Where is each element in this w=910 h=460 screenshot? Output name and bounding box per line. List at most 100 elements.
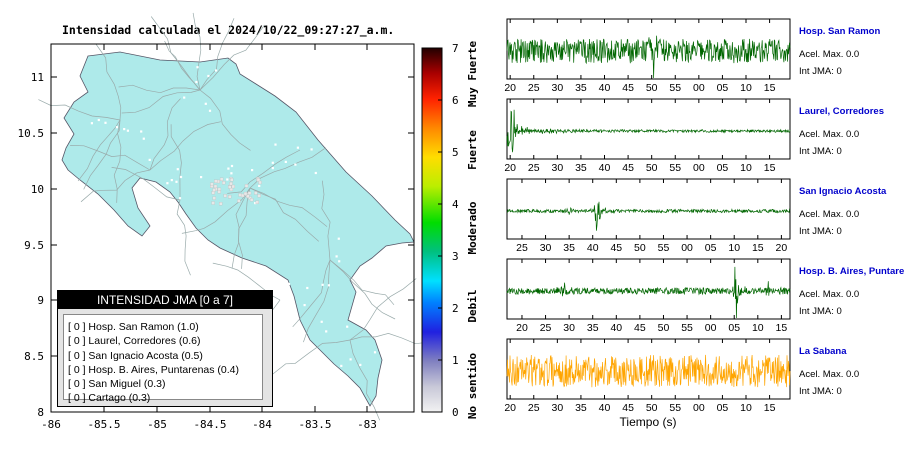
waveform-tick-label: 20	[504, 402, 516, 414]
waveform-tick-label: 25	[528, 162, 540, 174]
waveform-tick-label: 55	[669, 82, 681, 94]
intensity-legend: INTENSIDAD JMA [0 a 7] [ 0 ] Hosp. San R…	[57, 290, 273, 407]
station-name: La Sabana	[799, 346, 847, 357]
waveform-trace	[506, 266, 791, 319]
waveform-tick-label: 00	[681, 242, 693, 254]
waveform-trace	[506, 354, 791, 388]
waveform-trace	[506, 109, 791, 153]
waveform-tick-label: 30	[552, 162, 564, 174]
waveform-tick-label: 35	[575, 82, 587, 94]
waveform-tick-label: 25	[528, 82, 540, 94]
waveform-tick-label: 50	[634, 242, 646, 254]
waveform-tick-label: 45	[610, 242, 622, 254]
map-y-tick-label: 9.5	[24, 239, 44, 252]
legend-item: [ 0 ] Hosp. San Ramon (1.0)	[68, 321, 199, 333]
waveform-tick-label: 15	[776, 322, 788, 334]
waveform-tick-label: 55	[669, 162, 681, 174]
waveform-tick-label: 05	[717, 402, 729, 414]
waveform-tick-label: 05	[717, 82, 729, 94]
waveform-tick-label: 45	[622, 162, 634, 174]
waveform-tick-label: 25	[528, 402, 540, 414]
waveform-tick-label: 50	[646, 82, 658, 94]
waveform-panels: 20 25 30 35 40 45 50 55 00 05 10 15 Hosp. San Ramon A…	[504, 18, 904, 414]
waveform-tick-label: 45	[622, 82, 634, 94]
map-x-tick-label: -84	[252, 418, 272, 431]
waveform-tick-label: 40	[599, 402, 611, 414]
station-name: San Ignacio Acosta	[799, 186, 887, 197]
waveform-tick-label: 25	[540, 322, 552, 334]
colorbar-class-label: Fuerte	[466, 130, 479, 170]
map-x-tick-label: -86	[41, 418, 61, 431]
waveform-tick-label: 45	[634, 322, 646, 334]
colorbar-class-label: Moderado	[466, 201, 479, 254]
station-max-accel: Acel. Max. 0.0	[799, 129, 859, 140]
waveform-panel: 20 25 30 35 40 45 50 55 00 05 10 15	[504, 338, 791, 414]
waveform-tick-label: 10	[728, 242, 740, 254]
map-title: Intensidad calculada el 2024/10/22_09:27…	[62, 23, 395, 37]
map-y-tick-label: 11	[31, 71, 44, 84]
station-max-accel: Acel. Max. 0.0	[799, 369, 859, 380]
waveform-tick-label: 15	[752, 242, 764, 254]
waveform-tick-label: 35	[587, 322, 599, 334]
waveform-tick-label: 20	[776, 242, 788, 254]
map-y-tick-label: 10.5	[18, 127, 45, 140]
map-x-tick-label: -84.5	[193, 418, 226, 431]
waveform-tick-label: 30	[552, 402, 564, 414]
waveform-tick-label: 45	[622, 402, 634, 414]
waveform-tick-label: 00	[693, 402, 705, 414]
waveform-tick-label: 35	[563, 242, 575, 254]
map-x-tick-label: -83	[357, 418, 377, 431]
legend-header: INTENSIDAD JMA [0 a 7]	[58, 291, 272, 309]
colorbar-tick-label: 2	[452, 302, 459, 315]
waveform-tick-label: 35	[575, 402, 587, 414]
waveform-panel: 20 25 30 35 40 45 50 55 00 05 10 15	[504, 18, 791, 94]
waveform-tick-label: 15	[764, 402, 776, 414]
waveform-panel: 25 30 35 40 45 50 55 00 05 10 15 20	[506, 178, 791, 254]
station-jma-intensity: Int JMA: 0	[799, 226, 842, 237]
waveform-tick-label: 40	[610, 322, 622, 334]
station-name: Laurel, Corredores	[799, 106, 884, 117]
waveform-tick-label: 10	[752, 322, 764, 334]
station-max-accel: Acel. Max. 0.0	[799, 289, 859, 300]
waveform-tick-label: 10	[740, 82, 752, 94]
station-jma-intensity: Int JMA: 0	[799, 146, 842, 157]
waveform-tick-label: 20	[504, 162, 516, 174]
colorbar-tick-label: 7	[452, 42, 459, 55]
colorbar-class-label: Muy Fuerte	[466, 41, 479, 108]
map-x-tick-label: -85	[147, 418, 167, 431]
legend-item: [ 0 ] Laurel, Corredores (0.6)	[68, 335, 201, 348]
legend-list: [ 0 ] Hosp. San Ramon (1.0) [ 0 ] Laurel…	[63, 314, 263, 404]
map-x-tick-label: -83.5	[298, 418, 331, 431]
waveform-tick-label: 00	[693, 82, 705, 94]
legend-item: [ 0 ] San Ignacio Acosta (0.5)	[68, 349, 203, 362]
waveform-tick-label: 05	[728, 322, 740, 334]
waveform-trace	[506, 35, 791, 79]
colorbar-class-label: No sentido	[466, 353, 479, 420]
legend-item: [ 0 ] Cartago (0.3)	[68, 392, 151, 405]
waveform-tick-label: 50	[646, 402, 658, 414]
colorbar-class-label: Debil	[466, 289, 479, 322]
waveform-trace	[506, 201, 791, 231]
map-frame	[50, 43, 415, 413]
waveform-tick-label: 55	[681, 322, 693, 334]
station-jma-intensity: Int JMA: 0	[799, 306, 842, 317]
waveform-tick-label: 00	[693, 162, 705, 174]
waveform-tick-label: 20	[504, 82, 516, 94]
waveform-tick-label: 05	[717, 162, 729, 174]
colorbar-tick-label: 1	[452, 354, 459, 367]
waveform-panel: 20 25 30 35 40 45 50 55 00 05 10 15	[506, 258, 791, 334]
waveform-tick-label: 10	[740, 162, 752, 174]
colorbar-tick-label: 6	[452, 94, 459, 107]
waveform-tick-label: 00	[705, 322, 717, 334]
waveform-tick-label: 50	[658, 322, 670, 334]
waveform-tick-label: 35	[575, 162, 587, 174]
waveform-tick-label: 50	[646, 162, 658, 174]
colorbar-tick-label: 5	[452, 146, 459, 159]
legend-item: [ 0 ] San Miguel (0.3)	[68, 378, 166, 391]
costa-rica-landmass	[61, 51, 415, 407]
waveform-panel: 20 25 30 35 40 45 50 55 00 05 10 15	[504, 98, 791, 174]
x-axis-label: Tiempo (s)	[620, 415, 677, 429]
map-y-tick-label: 10	[31, 183, 44, 196]
colorbar-tick-label: 3	[452, 250, 459, 263]
